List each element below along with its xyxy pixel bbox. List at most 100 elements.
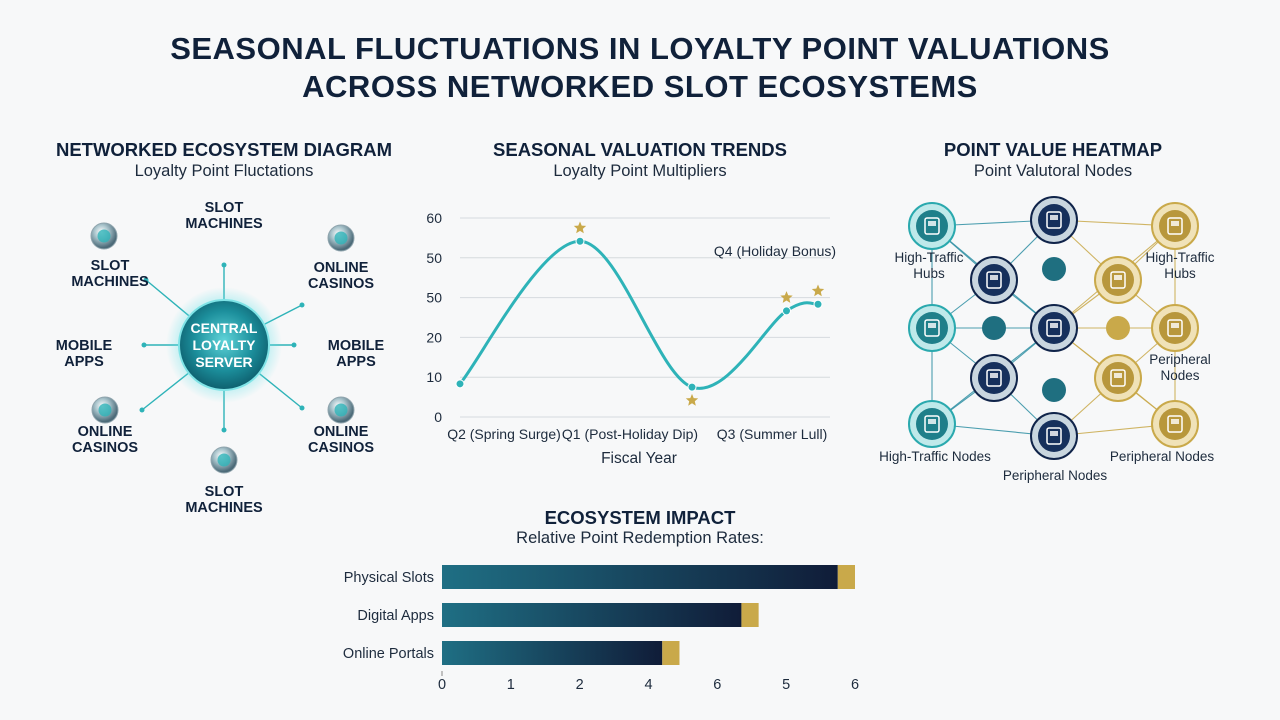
bar-category-label: Online Portals	[343, 646, 434, 662]
bar-cap	[662, 641, 680, 665]
slot-machine-icon	[924, 415, 940, 433]
slot-machine-icon-screen	[928, 221, 936, 226]
connector-dot	[299, 405, 305, 411]
annotation-label: Q4 (Holiday Bonus)	[714, 243, 836, 259]
node-label: MACHINES	[185, 500, 263, 516]
bar	[442, 603, 742, 627]
impact-bar-chart: Physical Slots Digital Apps Online Portals…	[343, 565, 859, 693]
x-tick-label: 6	[713, 677, 721, 693]
heatmap-label: Peripheral	[1149, 352, 1211, 367]
node-label: APPS	[64, 354, 104, 370]
page-title-line-2: ACROSS NETWORKED SLOT ECOSYSTEMS	[302, 69, 978, 104]
data-point	[813, 299, 823, 309]
central-server-node	[178, 299, 270, 391]
heatmap-subtitle: Point Valutoral Nodes	[973, 162, 1133, 180]
heatmap-label: Peripheral Nodes	[1003, 468, 1108, 483]
node-label: CASINOS	[308, 440, 374, 456]
page-title: SEASONAL FLUCTUATIONS IN LOYALTY POINT V…	[0, 30, 1280, 106]
connector-dot	[141, 342, 147, 348]
slot-machine-icon-screen	[1171, 221, 1179, 226]
data-point	[687, 382, 697, 392]
node-label: SLOT	[91, 258, 130, 274]
central-server-label: CENTRAL	[191, 320, 258, 336]
y-tick-label: 10	[426, 369, 442, 385]
orb-icon-core	[217, 453, 231, 467]
node-label: ONLINE	[314, 260, 369, 276]
slot-machine-icon	[924, 319, 940, 337]
slot-machine-icon-screen	[1050, 431, 1058, 436]
connector-dot	[143, 277, 149, 283]
chip-icon-core	[334, 403, 348, 417]
data-point	[575, 236, 585, 246]
x-tick-label: Q2 (Spring Surge)	[447, 426, 561, 442]
slot-machine-icon	[986, 271, 1002, 289]
heat-node-small	[1042, 257, 1066, 281]
node-label: MOBILE	[56, 338, 113, 354]
slot-machine-icon	[1110, 369, 1126, 387]
slot-machine-icon	[986, 369, 1002, 387]
connector-dot	[291, 342, 297, 348]
slot-machine-icon	[1110, 271, 1126, 289]
x-tick-label: 4	[644, 677, 652, 693]
connector-dot	[299, 302, 305, 308]
bar-cap	[837, 565, 855, 589]
node-label: CASINOS	[308, 276, 374, 292]
heatmap-title: POINT VALUE HEATMAP	[943, 139, 1163, 160]
node-label: ONLINE	[78, 424, 133, 440]
star-marker	[811, 284, 825, 297]
series-line	[458, 239, 820, 390]
heatmap-label: Peripheral Nodes	[1110, 449, 1215, 464]
connector-dot	[221, 427, 227, 433]
y-tick-label: 20	[426, 329, 442, 345]
slot-machine-icon-screen	[1171, 419, 1179, 424]
y-tick-label: 50	[426, 290, 442, 306]
node-label: CASINOS	[72, 440, 138, 456]
star-marker	[685, 393, 699, 406]
chip-icon-core	[334, 231, 348, 245]
slot-machine-icon	[1167, 217, 1183, 235]
slot-machine-icon	[1046, 427, 1062, 445]
node-label: ONLINE	[314, 424, 369, 440]
x-axis-label: Fiscal Year	[601, 450, 677, 467]
slot-machine-icon-screen	[1114, 275, 1122, 280]
bar-category-label: Physical Slots	[344, 570, 434, 586]
slot-machine-icon	[1167, 415, 1183, 433]
y-tick-label: 50	[426, 250, 442, 266]
x-tick-label: 1	[507, 677, 515, 693]
x-tick-label: 6	[851, 677, 859, 693]
heatmap-label: Nodes	[1160, 368, 1199, 383]
trend-line-chart: 0 10 20 50 50 60 Q2 (Spring Surge) Q1 (Post-Hol…	[426, 210, 836, 467]
x-tick-label: 2	[576, 677, 584, 693]
diagram-title: NETWORKED ECOSYSTEM DIAGRAM	[55, 139, 393, 160]
slot-machine-icon	[1046, 211, 1062, 229]
bar-category-label: Digital Apps	[357, 608, 434, 624]
trend-chart-title: SEASONAL VALUATION TRENDS	[493, 139, 787, 160]
central-server-label: LOYALTY	[192, 337, 256, 353]
orb-icon-core	[97, 229, 111, 243]
page-title-line-1: SEASONAL FLUCTUATIONS IN LOYALTY POINT V…	[170, 31, 1110, 66]
y-tick-label: 0	[434, 409, 442, 425]
slot-machine-icon-screen	[928, 323, 936, 328]
star-marker	[780, 291, 793, 303]
x-tick-label: 5	[782, 677, 790, 693]
central-server-label: SERVER	[195, 354, 252, 370]
slot-machine-icon	[1167, 319, 1183, 337]
slot-machine-icon-screen	[1050, 323, 1058, 328]
heat-node-small	[982, 316, 1006, 340]
impact-chart-subtitle: Relative Point Redemption Rates:	[516, 529, 764, 547]
slot-machine-icon-screen	[1171, 323, 1179, 328]
trend-chart-subtitle: Loyalty Point Multipliers	[553, 162, 727, 180]
heatmap-label: High-Traffic	[894, 250, 963, 265]
slot-machine-icon-screen	[990, 275, 998, 280]
bar	[442, 641, 663, 665]
bar	[442, 565, 838, 589]
node-label: SLOT	[205, 200, 244, 216]
heat-node-small	[1042, 378, 1066, 402]
slot-machine-icon	[1046, 319, 1062, 337]
slot-machine-icon-screen	[1114, 373, 1122, 378]
heatmap-label: High-Traffic Nodes	[880, 449, 991, 464]
slot-machine-icon-screen	[928, 419, 936, 424]
slot-machine-icon	[924, 217, 940, 235]
slot-machine-icon-screen	[1050, 215, 1058, 220]
x-tick-label: Q3 (Summer Lull)	[717, 426, 827, 442]
